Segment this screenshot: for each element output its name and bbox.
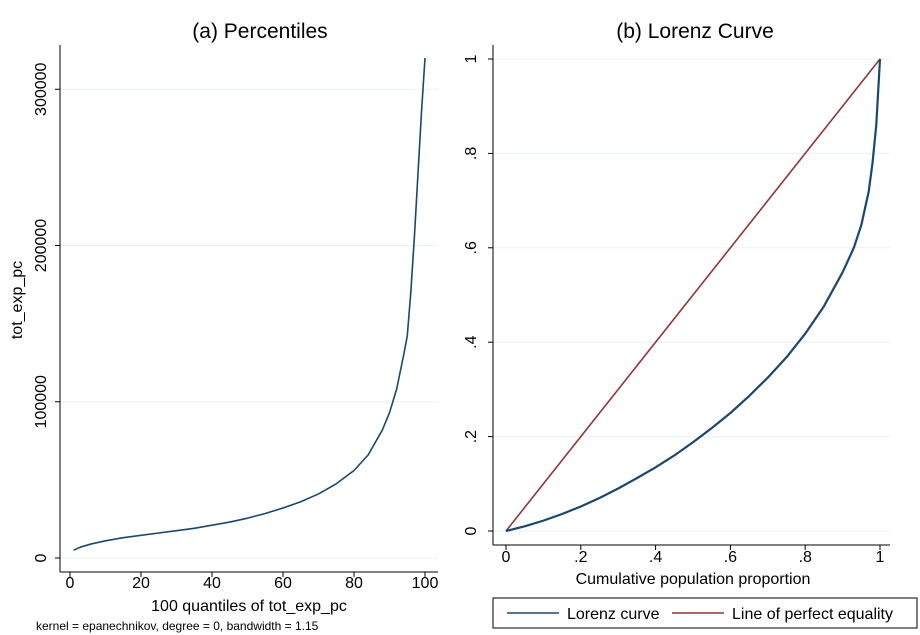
x-tick-label: 20 — [132, 575, 150, 592]
chart-title: (a) Percentiles — [192, 20, 327, 43]
x-ticks: 0 20 40 60 80 100 — [66, 572, 439, 592]
x-tick-label: 1 — [876, 549, 885, 566]
legend-label-lorenz-curve: Lorenz curve — [567, 606, 660, 623]
y-tick-label: .2 — [463, 430, 480, 443]
x-tick-label: 60 — [274, 575, 292, 592]
grid — [60, 88, 438, 559]
series-line-percentile — [73, 57, 426, 551]
x-tick-label: .4 — [649, 549, 662, 566]
series-line-lorenz-curve — [505, 58, 882, 533]
panel-lorenz-curve: (b) Lorenz Curve 0 .2 .4 .6 .8 1 0 .2 .4 .6 .8 1 C… — [463, 20, 918, 629]
x-tick-label: 40 — [203, 575, 221, 592]
x-tick-label: 0 — [502, 549, 511, 566]
y-ticks: 0 .2 .4 .6 .8 1 — [463, 54, 493, 535]
grid — [493, 58, 890, 532]
series-lines — [505, 58, 882, 533]
chart-title: (b) Lorenz Curve — [616, 20, 774, 43]
x-ticks: 0 .2 .4 .6 .8 1 — [502, 545, 885, 566]
y-tick-label: 0 — [33, 553, 50, 562]
series-line-line-of-perfect-equality — [505, 58, 881, 532]
legend: Lorenz curve Line of perfect equality — [492, 597, 918, 629]
x-tick-label: 80 — [345, 575, 363, 592]
y-tick-label: 300000 — [33, 62, 50, 115]
x-tick-label: .2 — [574, 549, 587, 566]
y-ticks: 0 100000 200000 300000 — [33, 62, 60, 562]
y-tick-label: 200000 — [33, 219, 50, 272]
chart-note: kernel = epanechnikov, degree = 0, bandw… — [36, 619, 319, 633]
series-lines — [73, 57, 426, 551]
y-axis-label: tot_exp_pc — [9, 261, 26, 339]
panel-percentiles: (a) Percentiles 0 100000 200000 300000 0 20 4… — [9, 20, 438, 633]
x-axis-label: 100 quantiles of tot_exp_pc — [151, 598, 347, 615]
x-tick-label: 0 — [66, 575, 75, 592]
x-tick-label: 100 — [412, 575, 439, 592]
y-tick-label: .8 — [463, 147, 480, 160]
legend-label-line-of-perfect-equality: Line of perfect equality — [732, 606, 893, 623]
x-tick-label: .8 — [799, 549, 812, 566]
y-tick-label: .4 — [463, 335, 480, 348]
x-tick-label: .6 — [724, 549, 737, 566]
y-tick-label: 100000 — [33, 375, 50, 428]
y-tick-label: 1 — [463, 54, 480, 63]
y-tick-label: 0 — [463, 526, 480, 535]
legend-box — [492, 597, 918, 629]
x-axis-label: Cumulative population proportion — [576, 571, 811, 588]
y-tick-label: .6 — [463, 241, 480, 254]
